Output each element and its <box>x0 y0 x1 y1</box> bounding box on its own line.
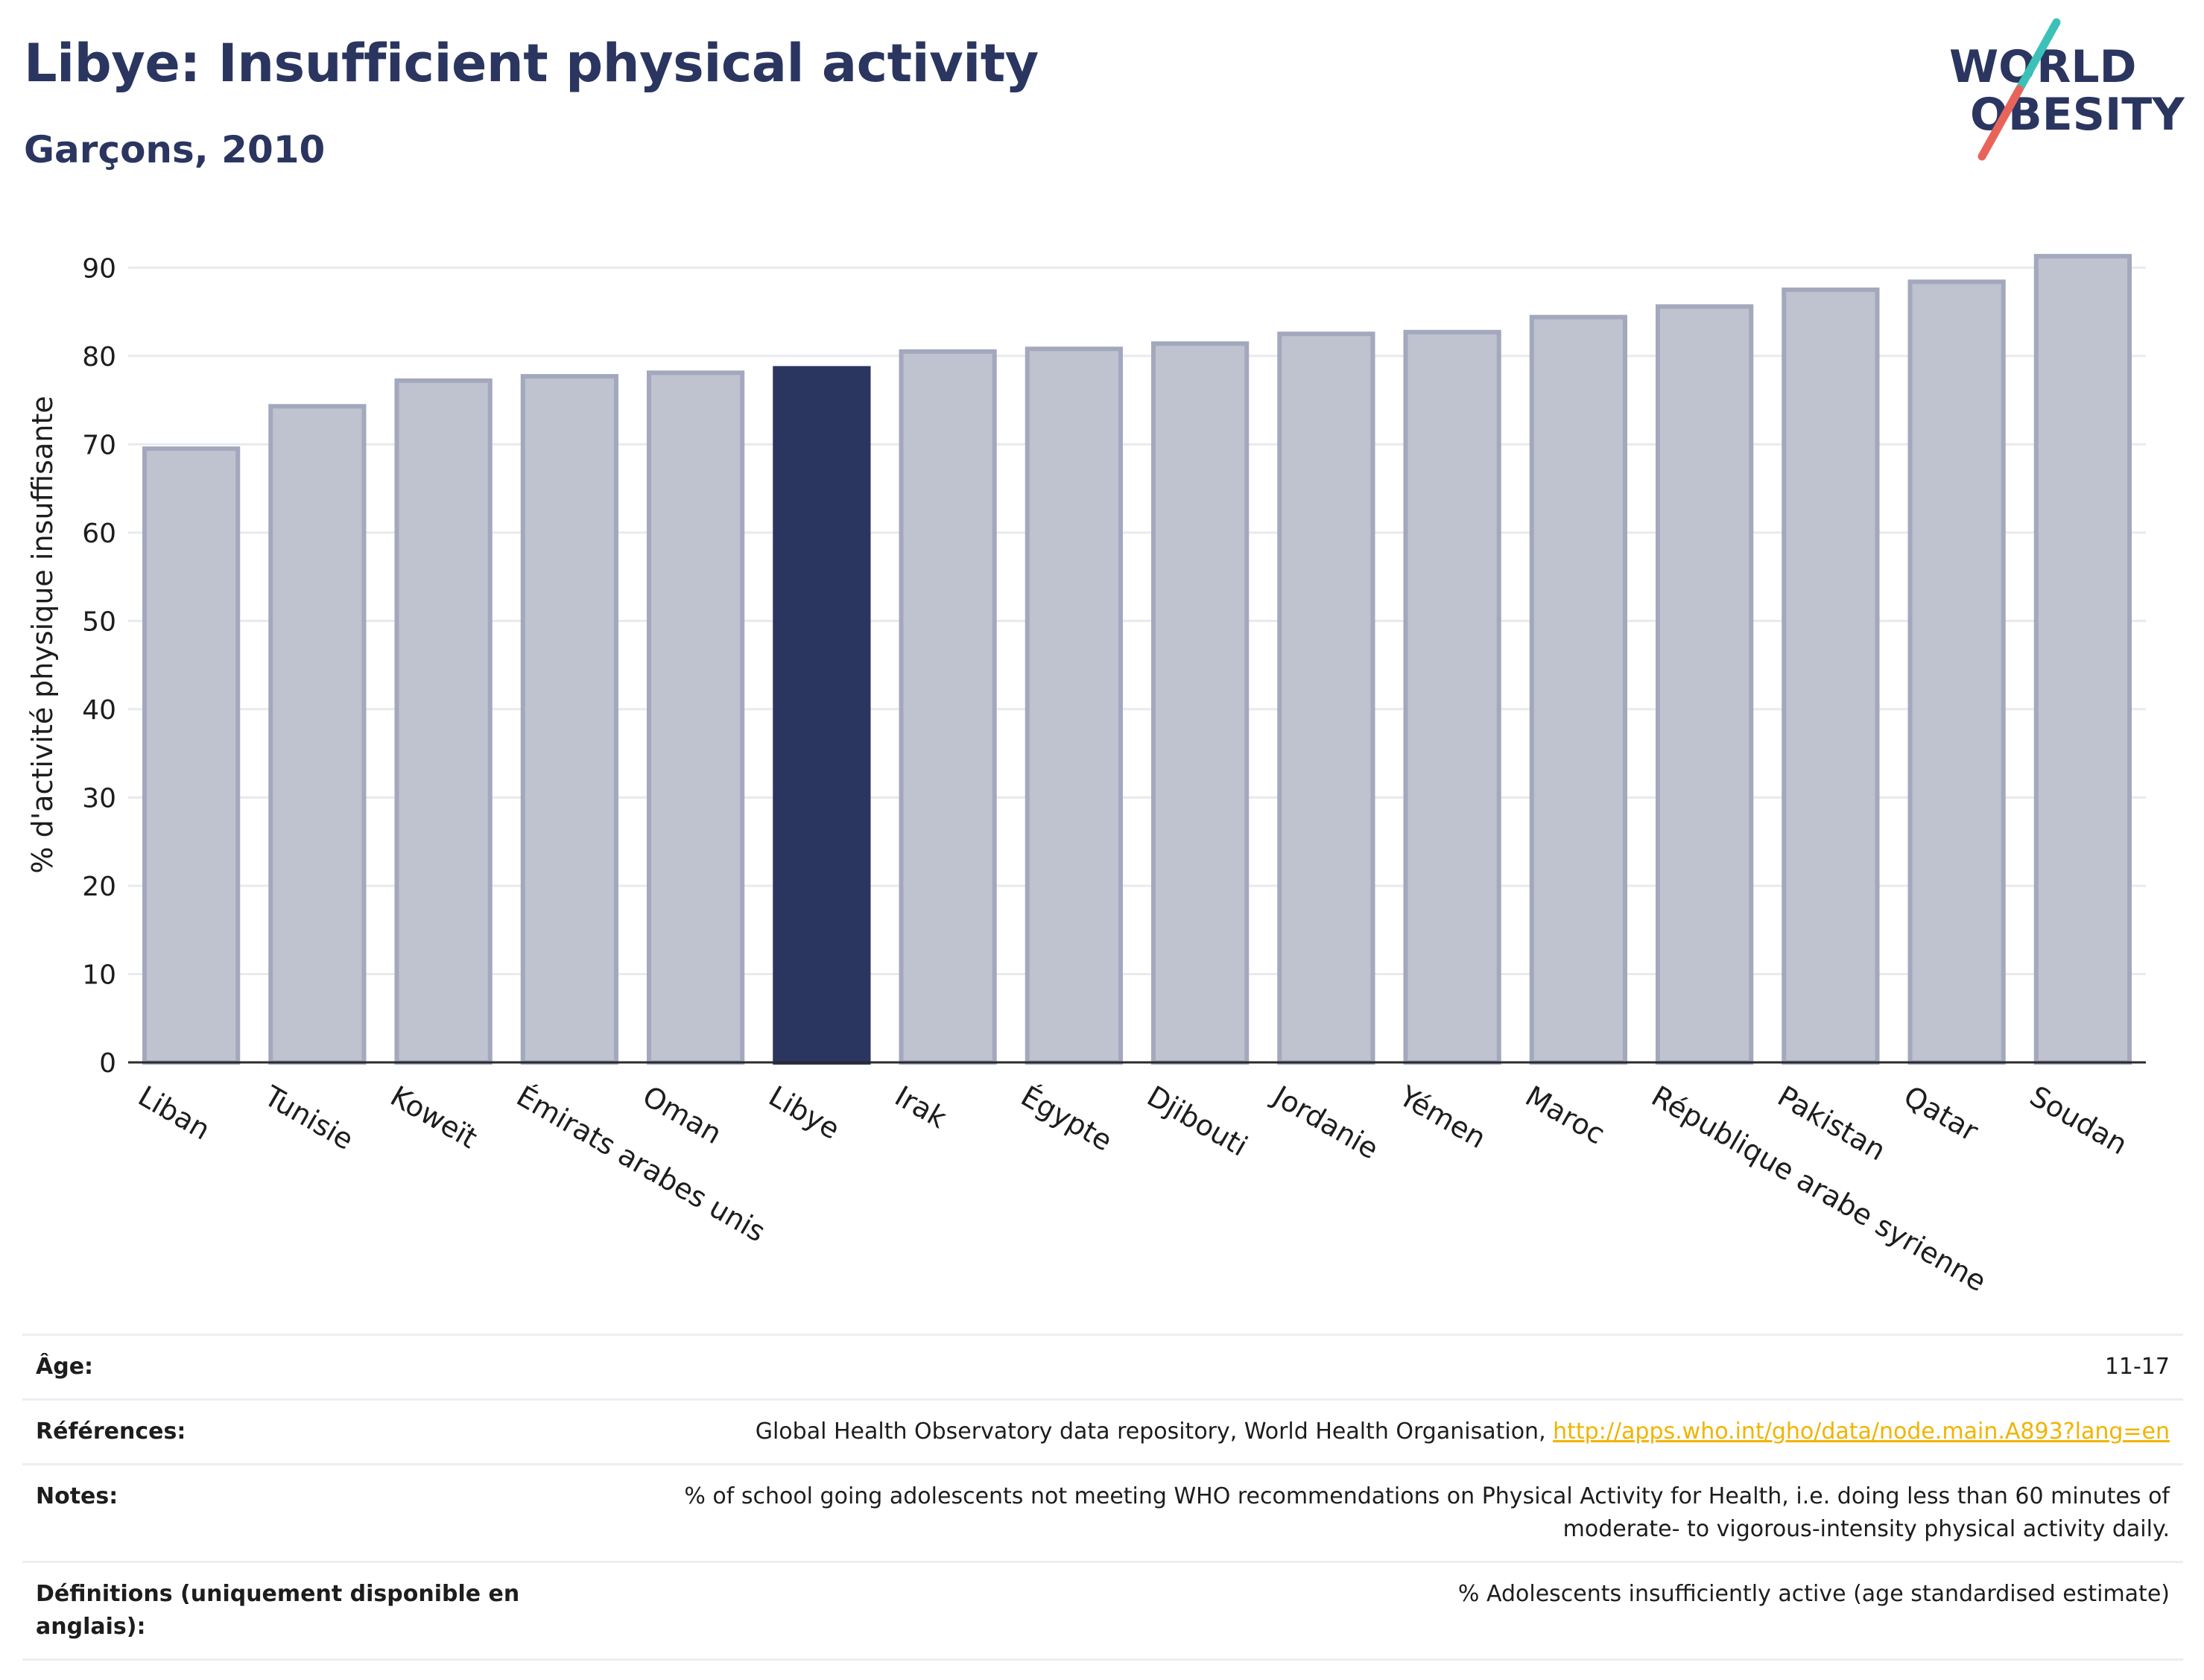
x-tick-label: Libye <box>763 1080 845 1146</box>
bar-13 <box>1782 287 1880 1065</box>
y-tick-label: 20 <box>82 872 116 902</box>
bar-12 <box>1656 304 1754 1065</box>
y-tick-label: 50 <box>82 606 116 637</box>
bar-3 <box>520 374 618 1065</box>
bar-6 <box>899 349 997 1065</box>
bar-9 <box>1277 332 1375 1065</box>
bar-15 <box>2033 253 2132 1065</box>
y-tick-label: 0 <box>99 1048 116 1079</box>
bars <box>142 253 2132 1065</box>
logo-coral-slash <box>1977 85 2024 161</box>
references-label: Références: <box>22 1398 556 1465</box>
x-tick-label: Yémen <box>1393 1079 1492 1155</box>
y-tick-label: 30 <box>82 783 116 814</box>
y-tick-labels: 0 10 20 30 40 50 60 70 80 90 <box>82 253 116 1079</box>
bar-7 <box>1025 346 1123 1065</box>
bar-2 <box>394 378 493 1065</box>
x-tick-label: Tunisie <box>259 1079 359 1156</box>
y-tick-label: 10 <box>82 960 116 990</box>
y-tick-label: 80 <box>82 342 116 373</box>
x-tick-label: Koweït <box>385 1080 483 1155</box>
x-tick-label: Liban <box>133 1080 215 1147</box>
table-row-definitions: Définitions (uniquement disponible en an… <box>22 1561 2183 1661</box>
x-tick-label: Djibouti <box>1141 1080 1253 1163</box>
references-link[interactable]: http://apps.who.int/gho/data/node.main.A… <box>1553 1419 2170 1445</box>
bar-1 <box>268 404 367 1065</box>
x-tick-label: Irak <box>890 1080 952 1135</box>
x-tick-labels: Liban Tunisie Koweït Émirats arabes unisOma… <box>133 1079 2133 1298</box>
x-tick-label: Qatar <box>1899 1080 1984 1148</box>
references-cell: Global Health Observatory data repositor… <box>556 1398 2183 1465</box>
y-tick-label: 90 <box>82 253 116 284</box>
logo-teal-slash <box>2015 18 2061 94</box>
x-tick-label: Soudan <box>2024 1080 2133 1161</box>
notes-label: Notes: <box>22 1463 556 1563</box>
y-axis-label: % d'activité physique insuffisante <box>26 396 59 873</box>
x-tick-label: Jordanie <box>1267 1079 1384 1166</box>
y-tick-label: 40 <box>82 695 116 726</box>
age-value: 11-17 <box>556 1334 2183 1401</box>
bar-8 <box>1151 341 1250 1065</box>
table-row-references: Références: Global Health Observatory da… <box>22 1398 2183 1465</box>
table-row-age: Âge: 11-17 <box>22 1334 2183 1401</box>
world-obesity-logo: WORLD OBESITY <box>1949 18 2185 161</box>
bar-10 <box>1403 329 1501 1065</box>
table-row-notes: Notes: % of school going adolescents not… <box>22 1463 2183 1563</box>
bar-0 <box>142 446 241 1065</box>
references-value: Global Health Observatory data repositor… <box>755 1419 1554 1445</box>
chart-subtitle: Garçons, 2010 <box>24 128 326 171</box>
chart-title: Libye: Insufficient physical activity <box>24 33 1039 94</box>
y-tick-label: 70 <box>82 430 116 460</box>
notes-value: % of school going adolescents not meetin… <box>556 1463 2183 1563</box>
definitions-value: % Adolescents insufficiently active (age… <box>556 1561 2183 1661</box>
age-label: Âge: <box>22 1334 556 1401</box>
bar-5 <box>773 366 871 1065</box>
x-tick-label: Oman <box>637 1080 727 1150</box>
bar-14 <box>1907 279 2006 1065</box>
x-tick-label: Égypte <box>1016 1080 1118 1158</box>
bar-11 <box>1529 314 1627 1065</box>
metadata-table: Âge: 11-17 Références: Global Health Obs… <box>22 1334 2183 1661</box>
y-tick-label: 60 <box>82 519 116 549</box>
definitions-label: Définitions (uniquement disponible en an… <box>22 1561 556 1661</box>
x-tick-label: Maroc <box>1520 1080 1611 1151</box>
bar-4 <box>647 370 745 1065</box>
